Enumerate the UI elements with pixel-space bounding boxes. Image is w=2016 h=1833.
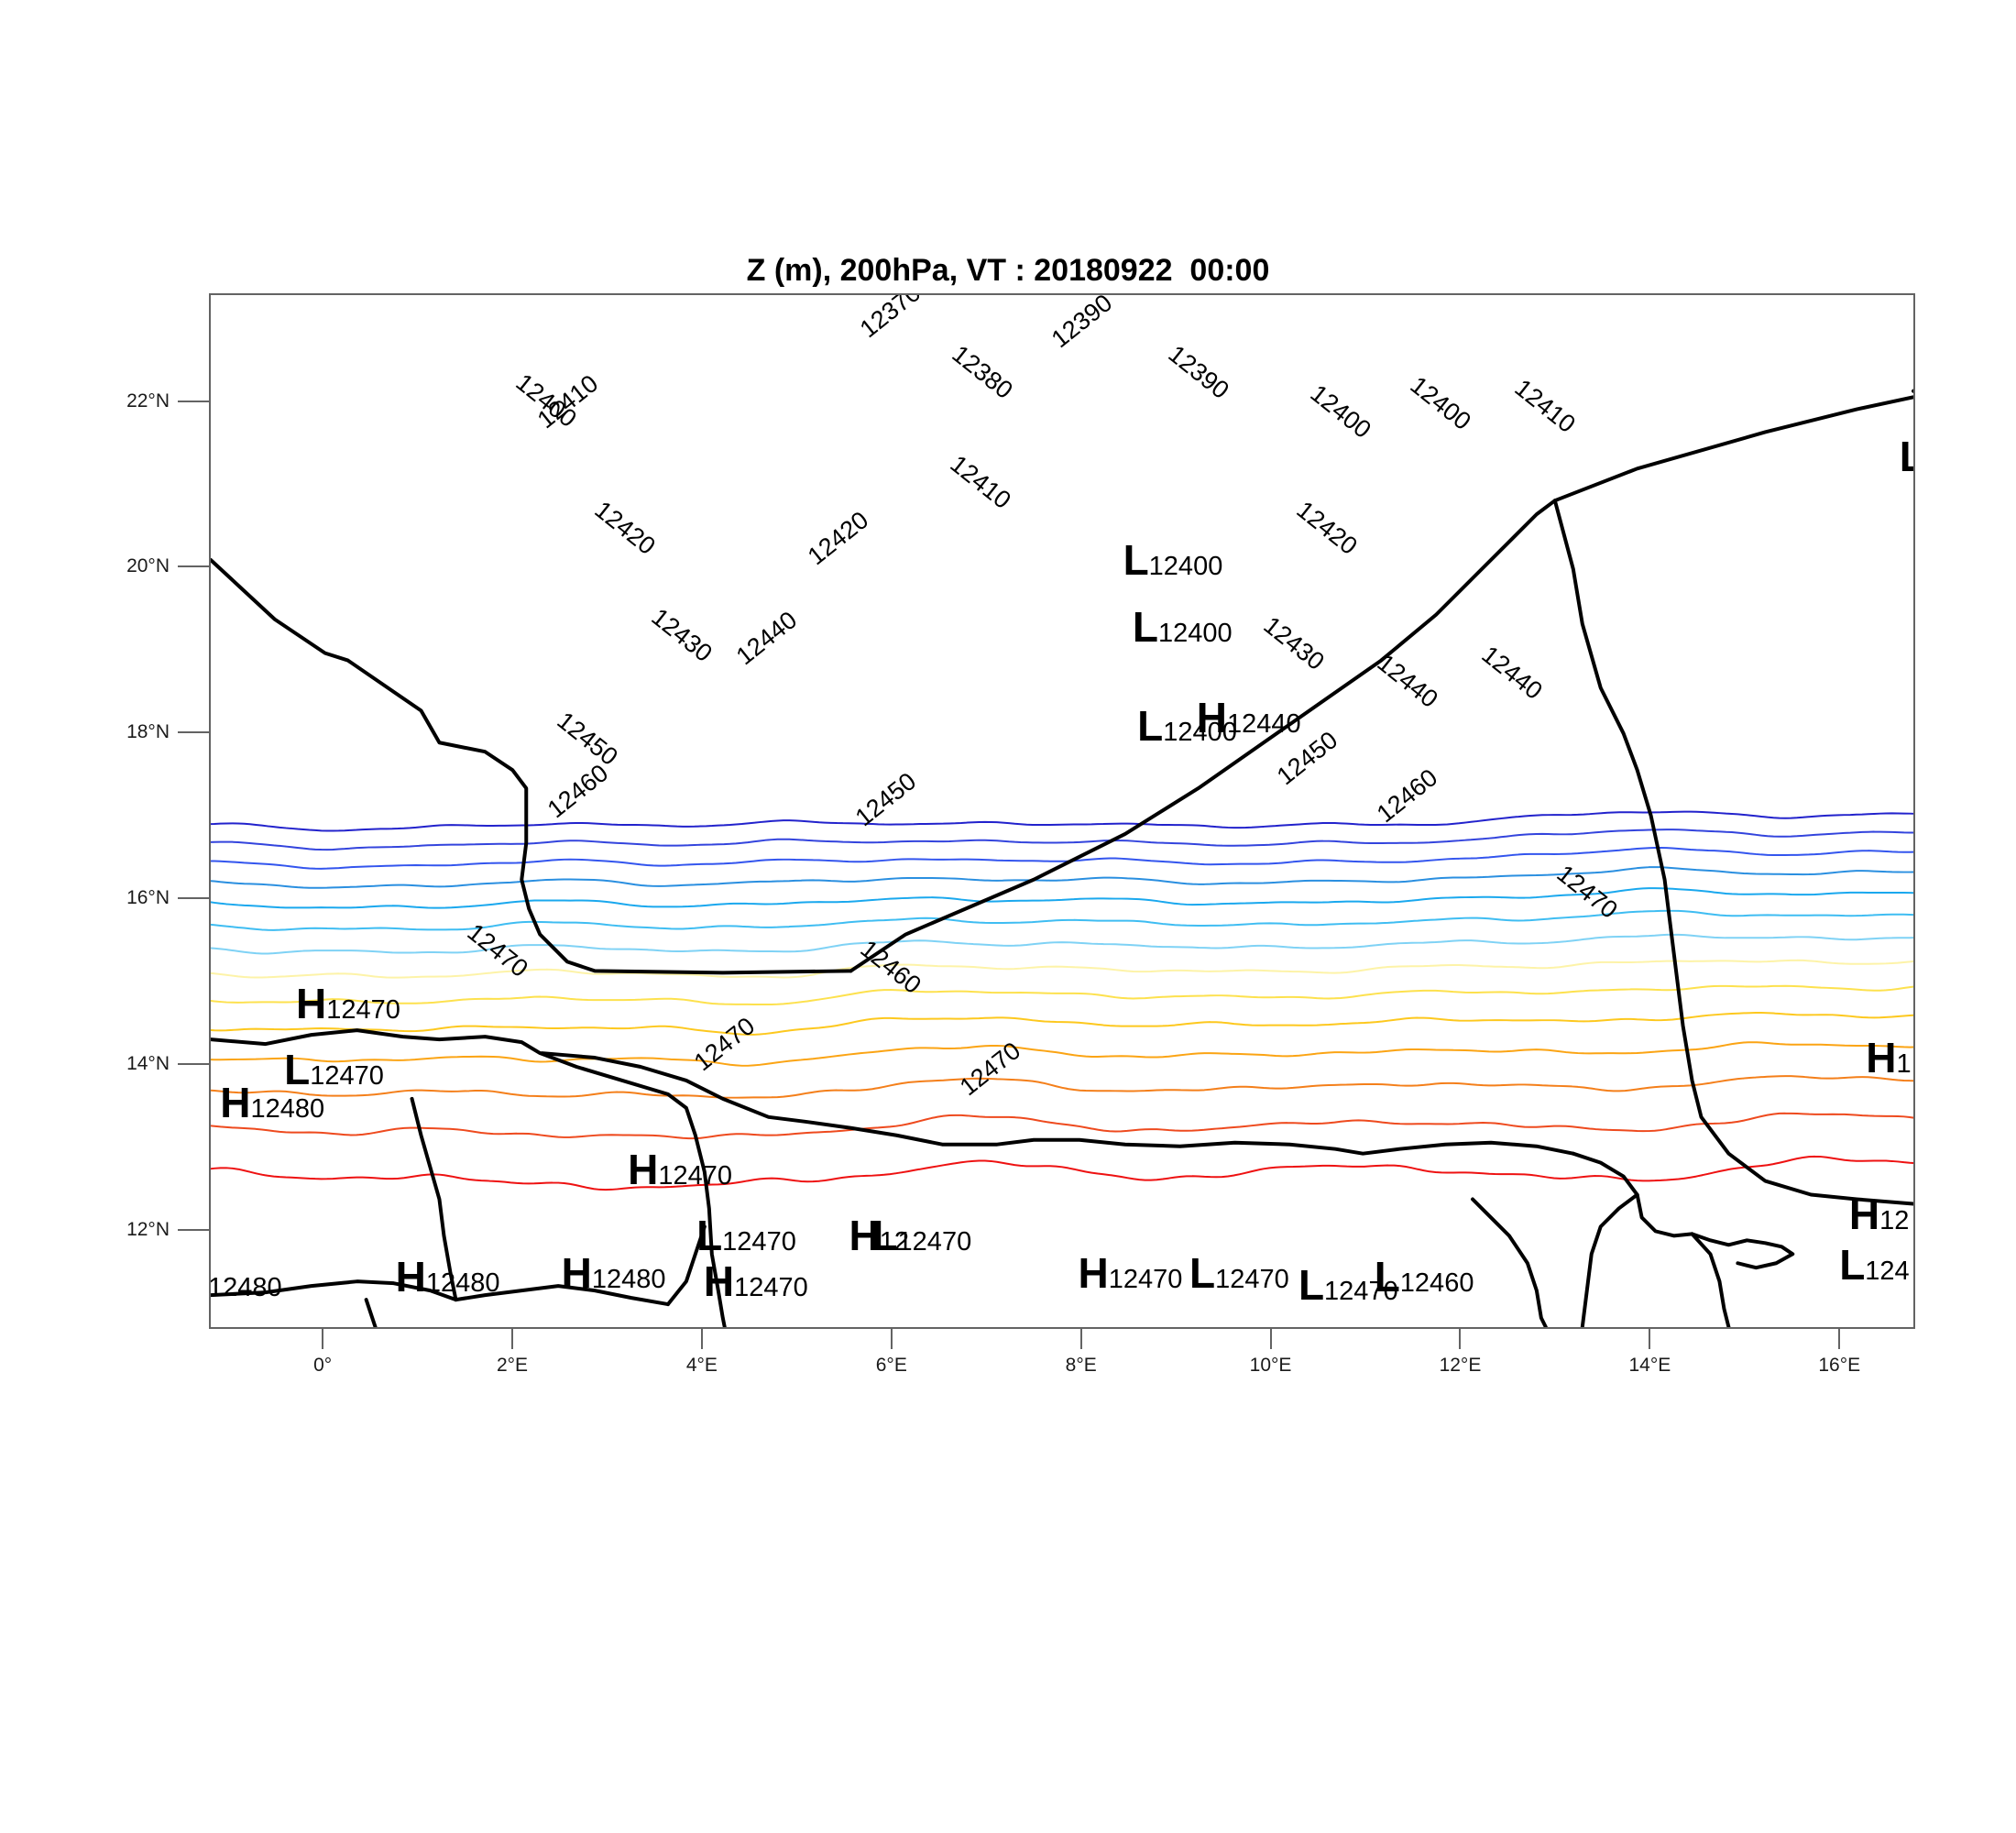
map-boundary-4	[211, 1028, 727, 1327]
x-tick-label-0: 0°	[313, 1355, 333, 1376]
y-tick-mark-3	[178, 896, 211, 899]
contour-line-12480	[211, 1155, 1913, 1191]
map-boundary-8	[454, 1284, 670, 1307]
y-tick-label-2: 18°N	[126, 721, 170, 743]
y-tick-mark-0	[178, 400, 211, 402]
y-tick-mark-1	[178, 565, 211, 568]
x-tick-mark-8	[1838, 1329, 1841, 1349]
map-boundary-9	[665, 1224, 707, 1307]
x-tick-mark-4	[1079, 1329, 1082, 1349]
x-tick-label-7: 14°E	[1628, 1355, 1671, 1376]
x-tick-mark-0	[322, 1329, 324, 1349]
contour-line-12430	[211, 984, 1913, 1006]
contour-line-12420	[211, 959, 1913, 979]
y-tick-label-0: 22°N	[126, 390, 170, 412]
x-tick-label-1: 2°E	[496, 1355, 529, 1376]
contour-line-12360	[211, 829, 1913, 851]
x-tick-mark-2	[700, 1329, 703, 1349]
y-tick-label-3: 16°N	[126, 886, 170, 908]
y-tick-mark-2	[178, 731, 211, 734]
x-tick-label-5: 10°E	[1249, 1355, 1292, 1376]
page-title: Z (m), 200hPa, VT : 20180922 00:00	[746, 253, 1270, 288]
contour-line-12350	[211, 810, 1913, 832]
map-boundary-14	[1580, 1192, 1639, 1327]
x-tick-mark-6	[1459, 1329, 1462, 1349]
contour-line-12450	[211, 1041, 1913, 1067]
contour-line-12440	[211, 1012, 1913, 1036]
map-boundary-10	[211, 1279, 458, 1302]
map-boundary-5	[540, 1051, 1575, 1156]
y-tick-mark-4	[178, 1062, 211, 1065]
x-tick-mark-1	[511, 1329, 514, 1349]
x-tick-label-3: 6°E	[875, 1355, 907, 1376]
x-tick-label-6: 12°E	[1439, 1355, 1482, 1376]
x-tick-mark-3	[890, 1329, 893, 1349]
map-boundary-13	[1690, 1232, 1731, 1327]
contour-line-12460	[211, 1075, 1913, 1099]
map-boundary-11	[364, 1298, 378, 1327]
y-tick-label-1: 20°N	[126, 555, 170, 577]
x-tick-mark-7	[1649, 1329, 1651, 1349]
contour-line-12390	[211, 887, 1913, 909]
map-boundary-12	[1471, 1197, 1548, 1327]
contour-plot-area: 12370 12380 12390 12390 12400 12400 12400 12410…	[209, 293, 1915, 1329]
y-tick-mark-5	[178, 1228, 211, 1231]
contour-lines	[211, 389, 1913, 1327]
map-boundary-2	[1552, 389, 1913, 503]
x-tick-label-4: 8°E	[1065, 1355, 1097, 1376]
contour-line-12380	[211, 866, 1913, 889]
map-boundary-1	[849, 499, 1557, 973]
y-tick-label-5: 12°N	[126, 1218, 170, 1240]
y-tick-label-4: 14°N	[126, 1052, 170, 1074]
contour-line-12400	[211, 909, 1913, 931]
contour-line-12410	[211, 933, 1913, 955]
contour-line-12470	[211, 1112, 1913, 1140]
map-boundary-7	[410, 1096, 458, 1302]
map-boundary-0	[211, 557, 853, 975]
x-tick-mark-5	[1269, 1329, 1272, 1349]
map-boundary-3	[1552, 499, 1913, 1206]
x-tick-label-8: 16°E	[1818, 1355, 1861, 1376]
map-boundary-6	[1571, 1151, 1795, 1270]
x-tick-label-2: 4°E	[685, 1355, 718, 1376]
